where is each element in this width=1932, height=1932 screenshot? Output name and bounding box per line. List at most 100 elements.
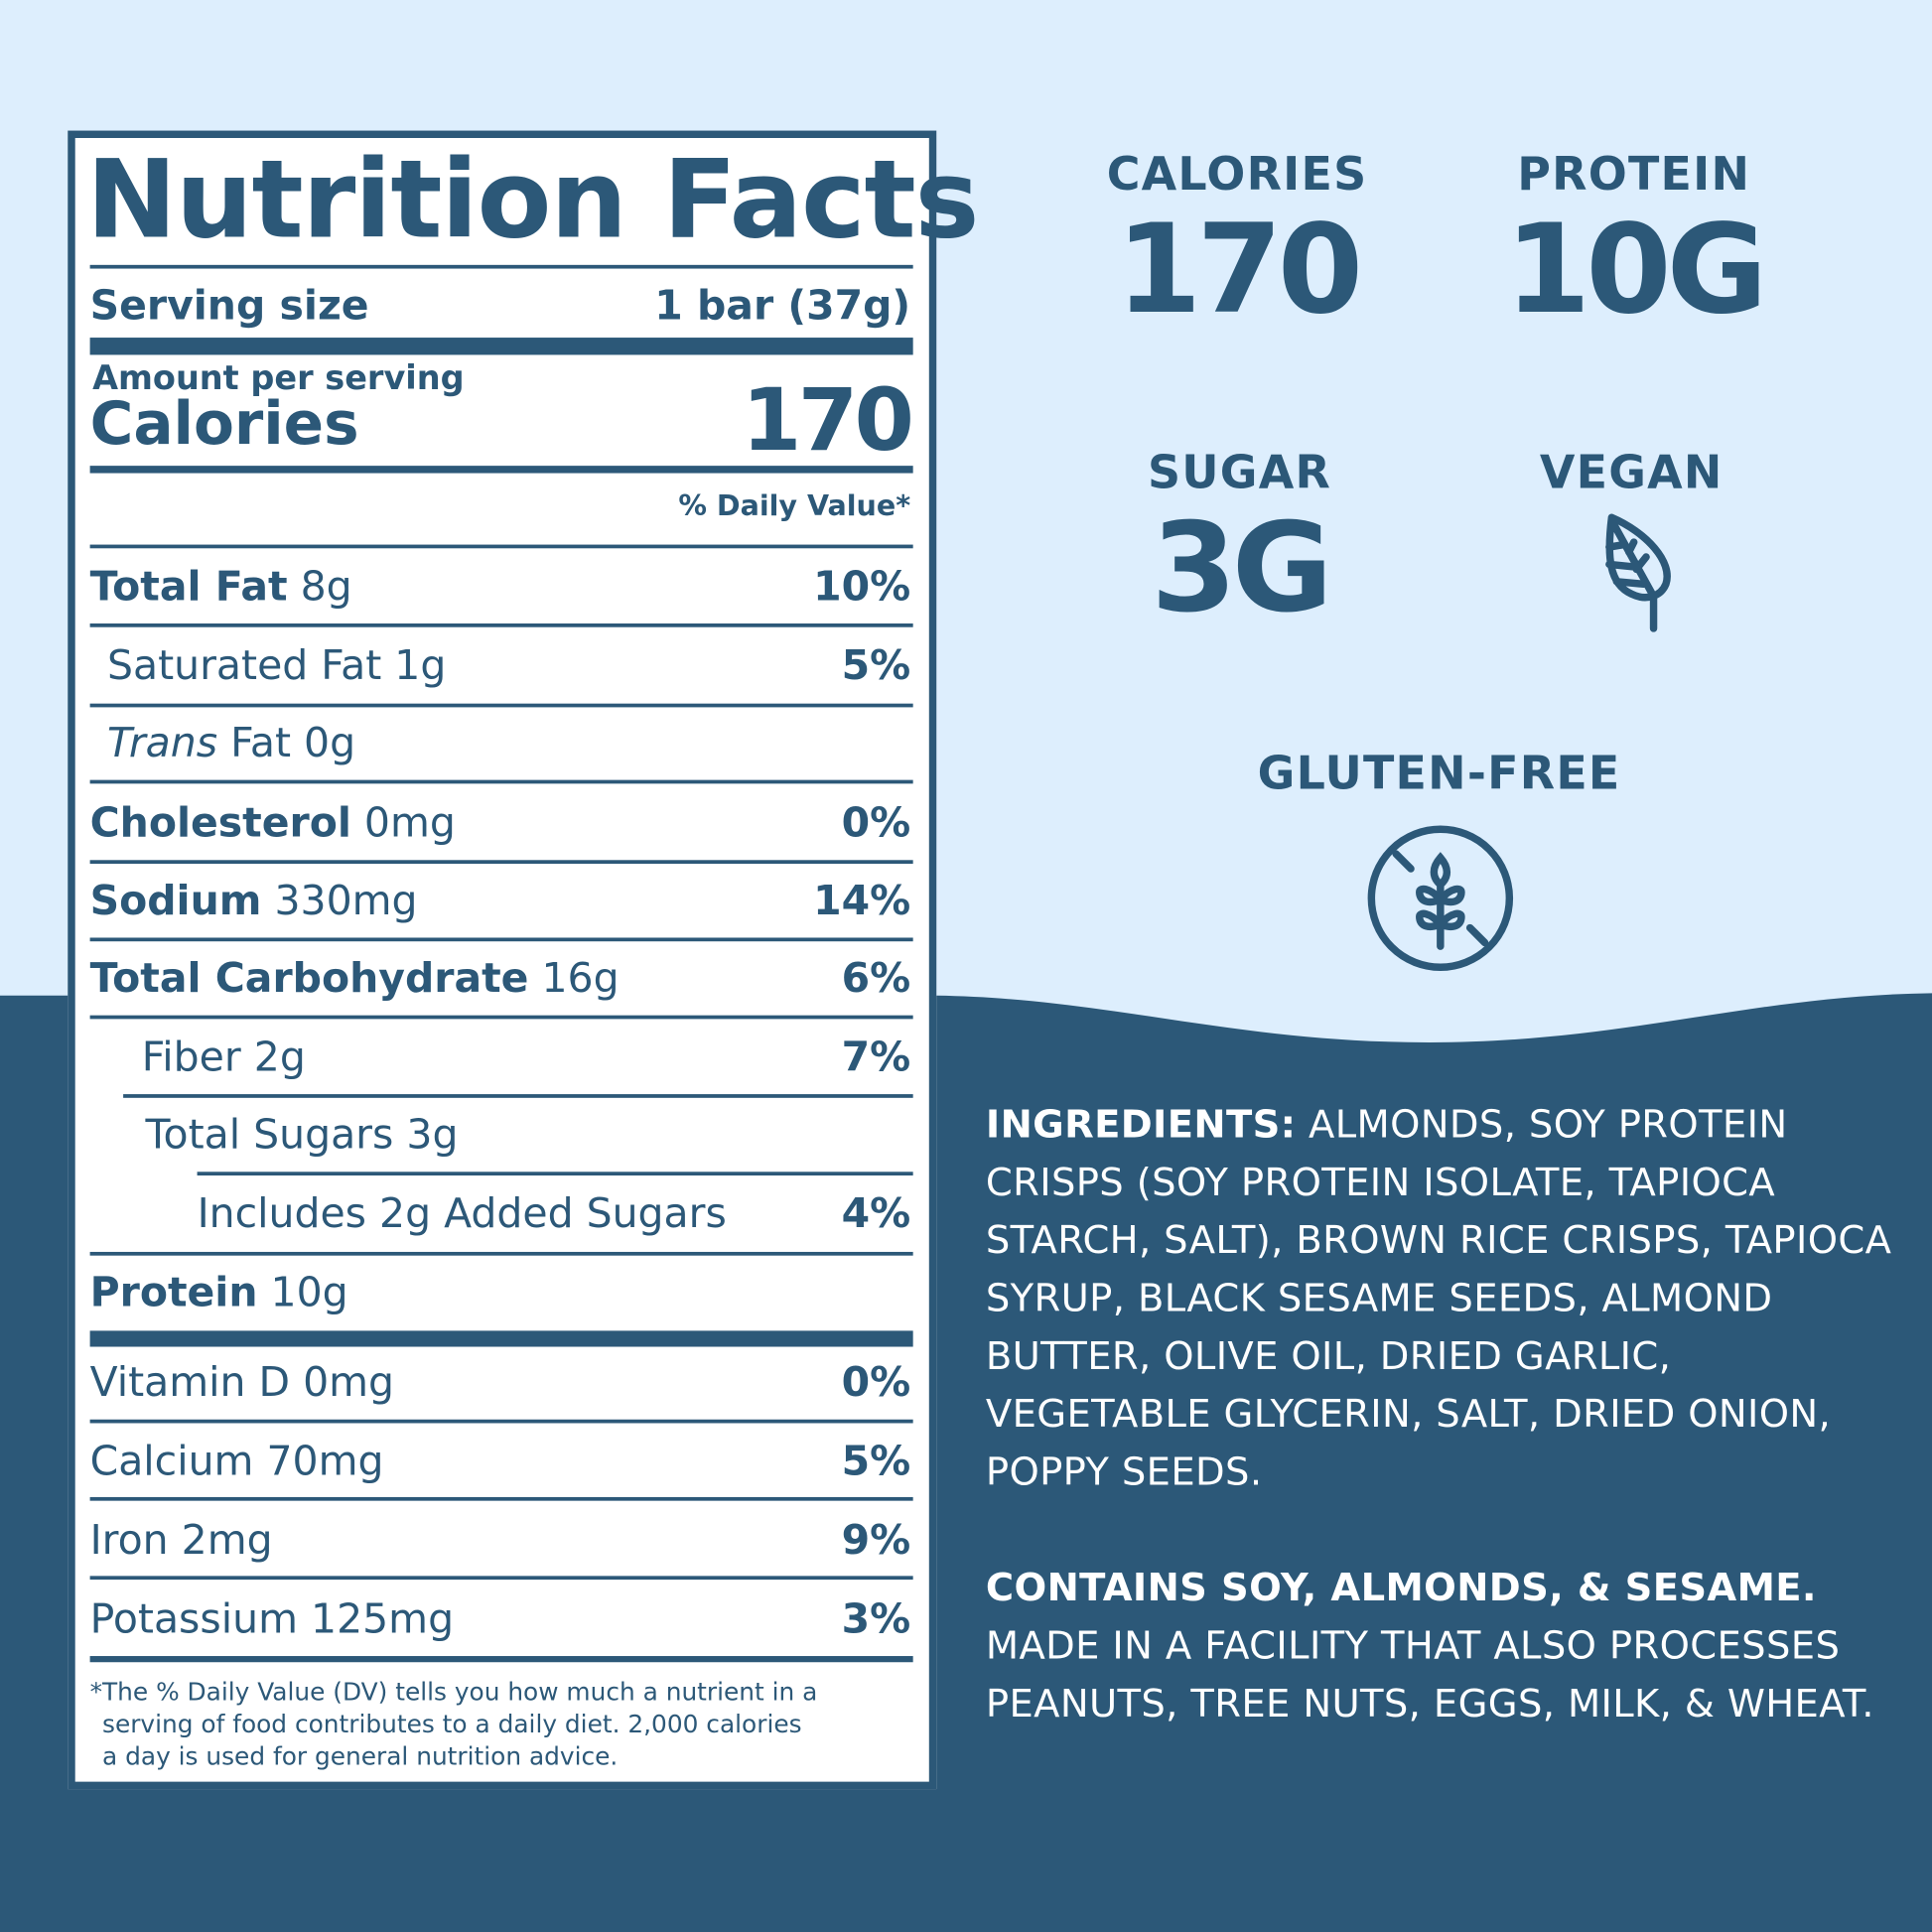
- nutrient-dv: 4%: [841, 1188, 911, 1238]
- no-wheat-icon: [1367, 825, 1514, 971]
- nutrient-row-total-fat: Total Fat 8g 10%: [90, 562, 911, 612]
- highlight-gluten-free: GLUTEN-FREE: [1254, 747, 1623, 799]
- nutrient-dv: 7%: [841, 1033, 911, 1081]
- nutrient-row-total-carbohydrate: Total Carbohydrate 16g 6%: [90, 954, 911, 1004]
- calories-label: Calories: [89, 389, 359, 459]
- nutrient-row-total-sugars: Total Sugars 3g: [90, 1110, 911, 1160]
- highlight-value: 10G: [1504, 197, 1768, 342]
- nutrient-amount: 2mg: [181, 1515, 273, 1564]
- nutrient-row-cholesterol: Cholesterol 0mg 0%: [90, 798, 911, 848]
- nutrient-dv: 9%: [841, 1515, 911, 1564]
- nutrient-name: Total Sugars: [145, 1110, 394, 1159]
- nutrient-dv: 0%: [841, 1357, 911, 1407]
- divider: [89, 622, 913, 627]
- divider: [89, 779, 913, 784]
- nutrient-dv: 14%: [813, 876, 911, 924]
- nutrient-dv: 6%: [841, 953, 911, 1003]
- nutrient-name: Cholesterol: [89, 798, 351, 847]
- label-title: Nutrition Facts: [85, 135, 980, 263]
- highlight-calories: CALORIES 170: [1052, 148, 1422, 332]
- nutrient-name: Iron: [89, 1515, 169, 1564]
- highlight-sugar: SUGAR 3G: [1054, 446, 1424, 629]
- nutrient-amount: 10g: [270, 1268, 348, 1316]
- nutrient-dv: 5%: [841, 1437, 911, 1485]
- nutrient-row-trans-fat: Trans Fat 0g: [90, 719, 911, 768]
- nutrient-name: Fiber: [141, 1033, 241, 1081]
- divider: [123, 1094, 913, 1098]
- nutrient-row-iron: Iron 2mg 9%: [90, 1516, 911, 1566]
- nutrient-dv: 3%: [841, 1593, 911, 1643]
- divider: [89, 264, 913, 269]
- highlight-label: PROTEIN: [1517, 147, 1751, 202]
- nutrient-name: Sodium: [89, 876, 262, 924]
- allergen-info: CONTAINS SOY, ALMONDS, & SESAME. MADE IN…: [986, 1560, 1897, 1733]
- footnote-line: a day is used for general nutrition advi…: [102, 1740, 619, 1771]
- highlight-label: CALORIES: [1106, 147, 1368, 202]
- nutrient-amount: 0mg: [363, 798, 456, 847]
- divider: [89, 860, 913, 865]
- nutrition-facts-label: [68, 130, 937, 1790]
- nutrient-amount: 3g: [406, 1110, 459, 1159]
- footnote-line: serving of food contributes to a daily d…: [102, 1709, 802, 1739]
- nutrient-row-sodium: Sodium 330mg 14%: [90, 876, 911, 925]
- nutrient-name: Total Fat: [89, 561, 288, 611]
- nutrient-amount: 8g: [300, 561, 352, 611]
- leaf-icon: [1605, 513, 1671, 632]
- divider: [197, 1172, 913, 1176]
- divider: [89, 703, 913, 708]
- nutrient-amount: 2g: [253, 1033, 306, 1081]
- ingredients-text: ALMONDS, SOY PROTEIN CRISPS (SOY PROTEIN…: [985, 1102, 1892, 1495]
- footnote-line: *The % Daily Value (DV) tells you how mu…: [89, 1677, 818, 1707]
- allergen-heading: CONTAINS SOY, ALMONDS, & SESAME.: [985, 1566, 1817, 1611]
- nutrient-row-vitamin-d: Vitamin D 0mg 0%: [90, 1358, 911, 1408]
- nutrient-amount: 0mg: [303, 1357, 395, 1407]
- calories-value: 170: [741, 369, 914, 472]
- divider: [89, 1496, 913, 1501]
- thick-divider: [89, 338, 913, 355]
- medium-divider: [89, 1656, 913, 1663]
- highlight-protein: PROTEIN 10G: [1449, 148, 1819, 332]
- nutrient-dv: 10%: [813, 561, 911, 611]
- ingredients-list: INGREDIENTS: ALMONDS, SOY PROTEIN CRISPS…: [986, 1097, 1897, 1502]
- serving-size-value: 1 bar (37g): [654, 280, 911, 330]
- nutrient-amount: 330mg: [274, 876, 418, 924]
- highlight-label: VEGAN: [1539, 446, 1724, 499]
- highlight-label: SUGAR: [1147, 446, 1332, 499]
- thick-divider: [89, 1330, 913, 1347]
- nutrient-name: Trans: [106, 718, 218, 766]
- nutrient-row-protein: Protein 10g: [90, 1268, 911, 1317]
- nutrient-name: Total Carbohydrate: [89, 953, 529, 1003]
- nutrient-amount: 16g: [541, 953, 620, 1003]
- divider: [89, 1576, 913, 1581]
- nutrient-amount: 1g: [394, 640, 447, 689]
- nutrient-dv: 5%: [841, 640, 911, 689]
- nutrient-amount: Fat 0g: [230, 718, 356, 766]
- highlight-label: GLUTEN-FREE: [1257, 747, 1621, 800]
- divider: [89, 544, 913, 549]
- nutrient-name: Potassium: [89, 1593, 298, 1643]
- serving-size-label: Serving size: [89, 280, 369, 330]
- nutrient-row-saturated-fat: Saturated Fat 1g 5%: [90, 640, 911, 690]
- highlight-vegan: VEGAN: [1447, 446, 1816, 498]
- nutrient-amount: 125mg: [311, 1593, 455, 1643]
- nutrient-row-potassium: Potassium 125mg 3%: [90, 1594, 911, 1644]
- nutrient-row-added-sugars: Includes 2g Added Sugars 4%: [90, 1189, 911, 1239]
- divider: [89, 937, 913, 942]
- highlight-value: 3G: [1151, 494, 1332, 640]
- ingredients-heading: INGREDIENTS:: [985, 1102, 1297, 1148]
- footnote: *The % Daily Value (DV) tells you how mu…: [90, 1676, 818, 1772]
- amount-per-serving: Amount per serving: [92, 359, 465, 398]
- highlight-value: 170: [1115, 197, 1363, 342]
- nutrient-name: Protein: [89, 1268, 258, 1316]
- nutrient-name: Calcium: [89, 1437, 254, 1485]
- nutrient-row-fiber: Fiber 2g 7%: [90, 1033, 911, 1082]
- nutrient-amount: 70mg: [266, 1437, 384, 1485]
- nutrient-row-calcium: Calcium 70mg 5%: [90, 1437, 911, 1486]
- divider: [89, 1015, 913, 1020]
- nutrient-name: Saturated Fat: [106, 640, 382, 689]
- nutrient-dv: 0%: [841, 798, 911, 847]
- divider: [89, 1419, 913, 1424]
- nutrient-name: Includes 2g Added Sugars: [197, 1188, 727, 1238]
- allergen-text: MADE IN A FACILITY THAT ALSO PROCESSES P…: [985, 1623, 1874, 1726]
- ingredients-section: INGREDIENTS: ALMONDS, SOY PROTEIN CRISPS…: [986, 1097, 1897, 1734]
